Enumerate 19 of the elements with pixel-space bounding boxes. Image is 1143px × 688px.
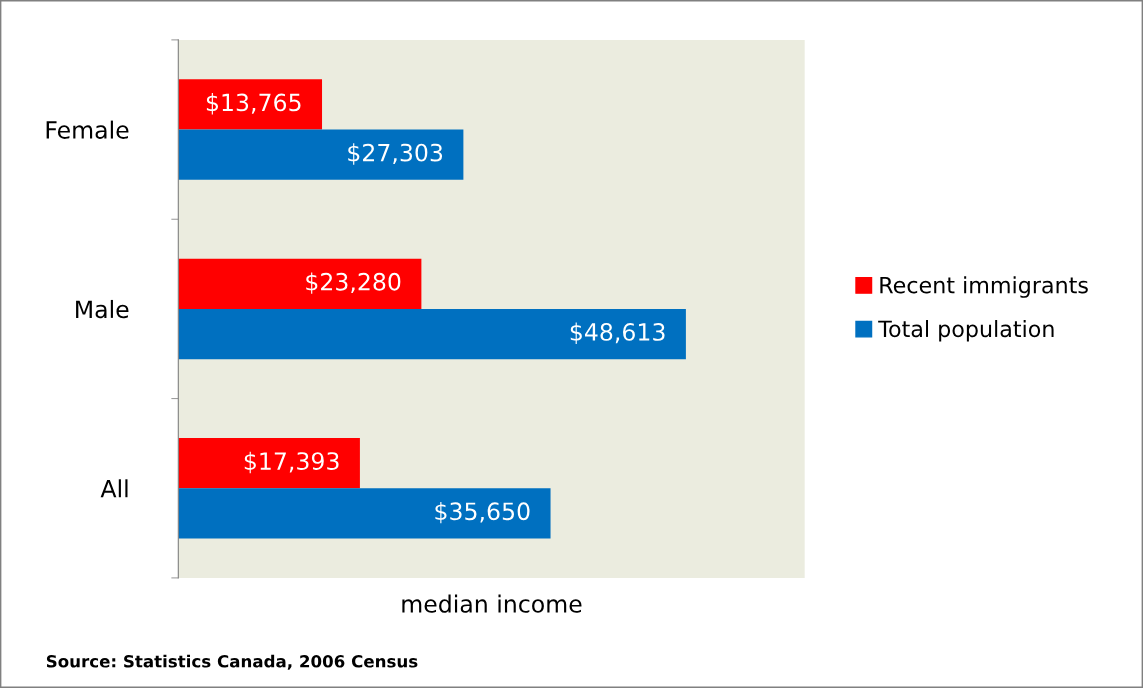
- y-tick-label: Female: [46, 120, 129, 139]
- source-note: Source: Statistics Canada, 2006 Census: [46, 654, 418, 670]
- data-label: $35,650: [435, 501, 530, 524]
- y-tick-label: All: [100, 479, 128, 498]
- bar: [178, 488, 551, 539]
- bar: [178, 79, 323, 130]
- legend-label: Recent immigrants: [880, 276, 1088, 298]
- legend-label: Total population: [878, 320, 1054, 342]
- y-tick-label: Male: [76, 299, 129, 319]
- data-label: $48,613: [570, 322, 665, 345]
- bar: [178, 308, 686, 360]
- x-axis-title: median income: [402, 594, 582, 613]
- bar: [178, 438, 360, 489]
- bar: [178, 258, 422, 309]
- data-label: $17,393: [244, 451, 339, 474]
- data-label: $13,765: [206, 93, 301, 115]
- data-label: $23,280: [306, 272, 401, 294]
- data-label: $27,303: [348, 143, 443, 165]
- bar: [178, 129, 464, 180]
